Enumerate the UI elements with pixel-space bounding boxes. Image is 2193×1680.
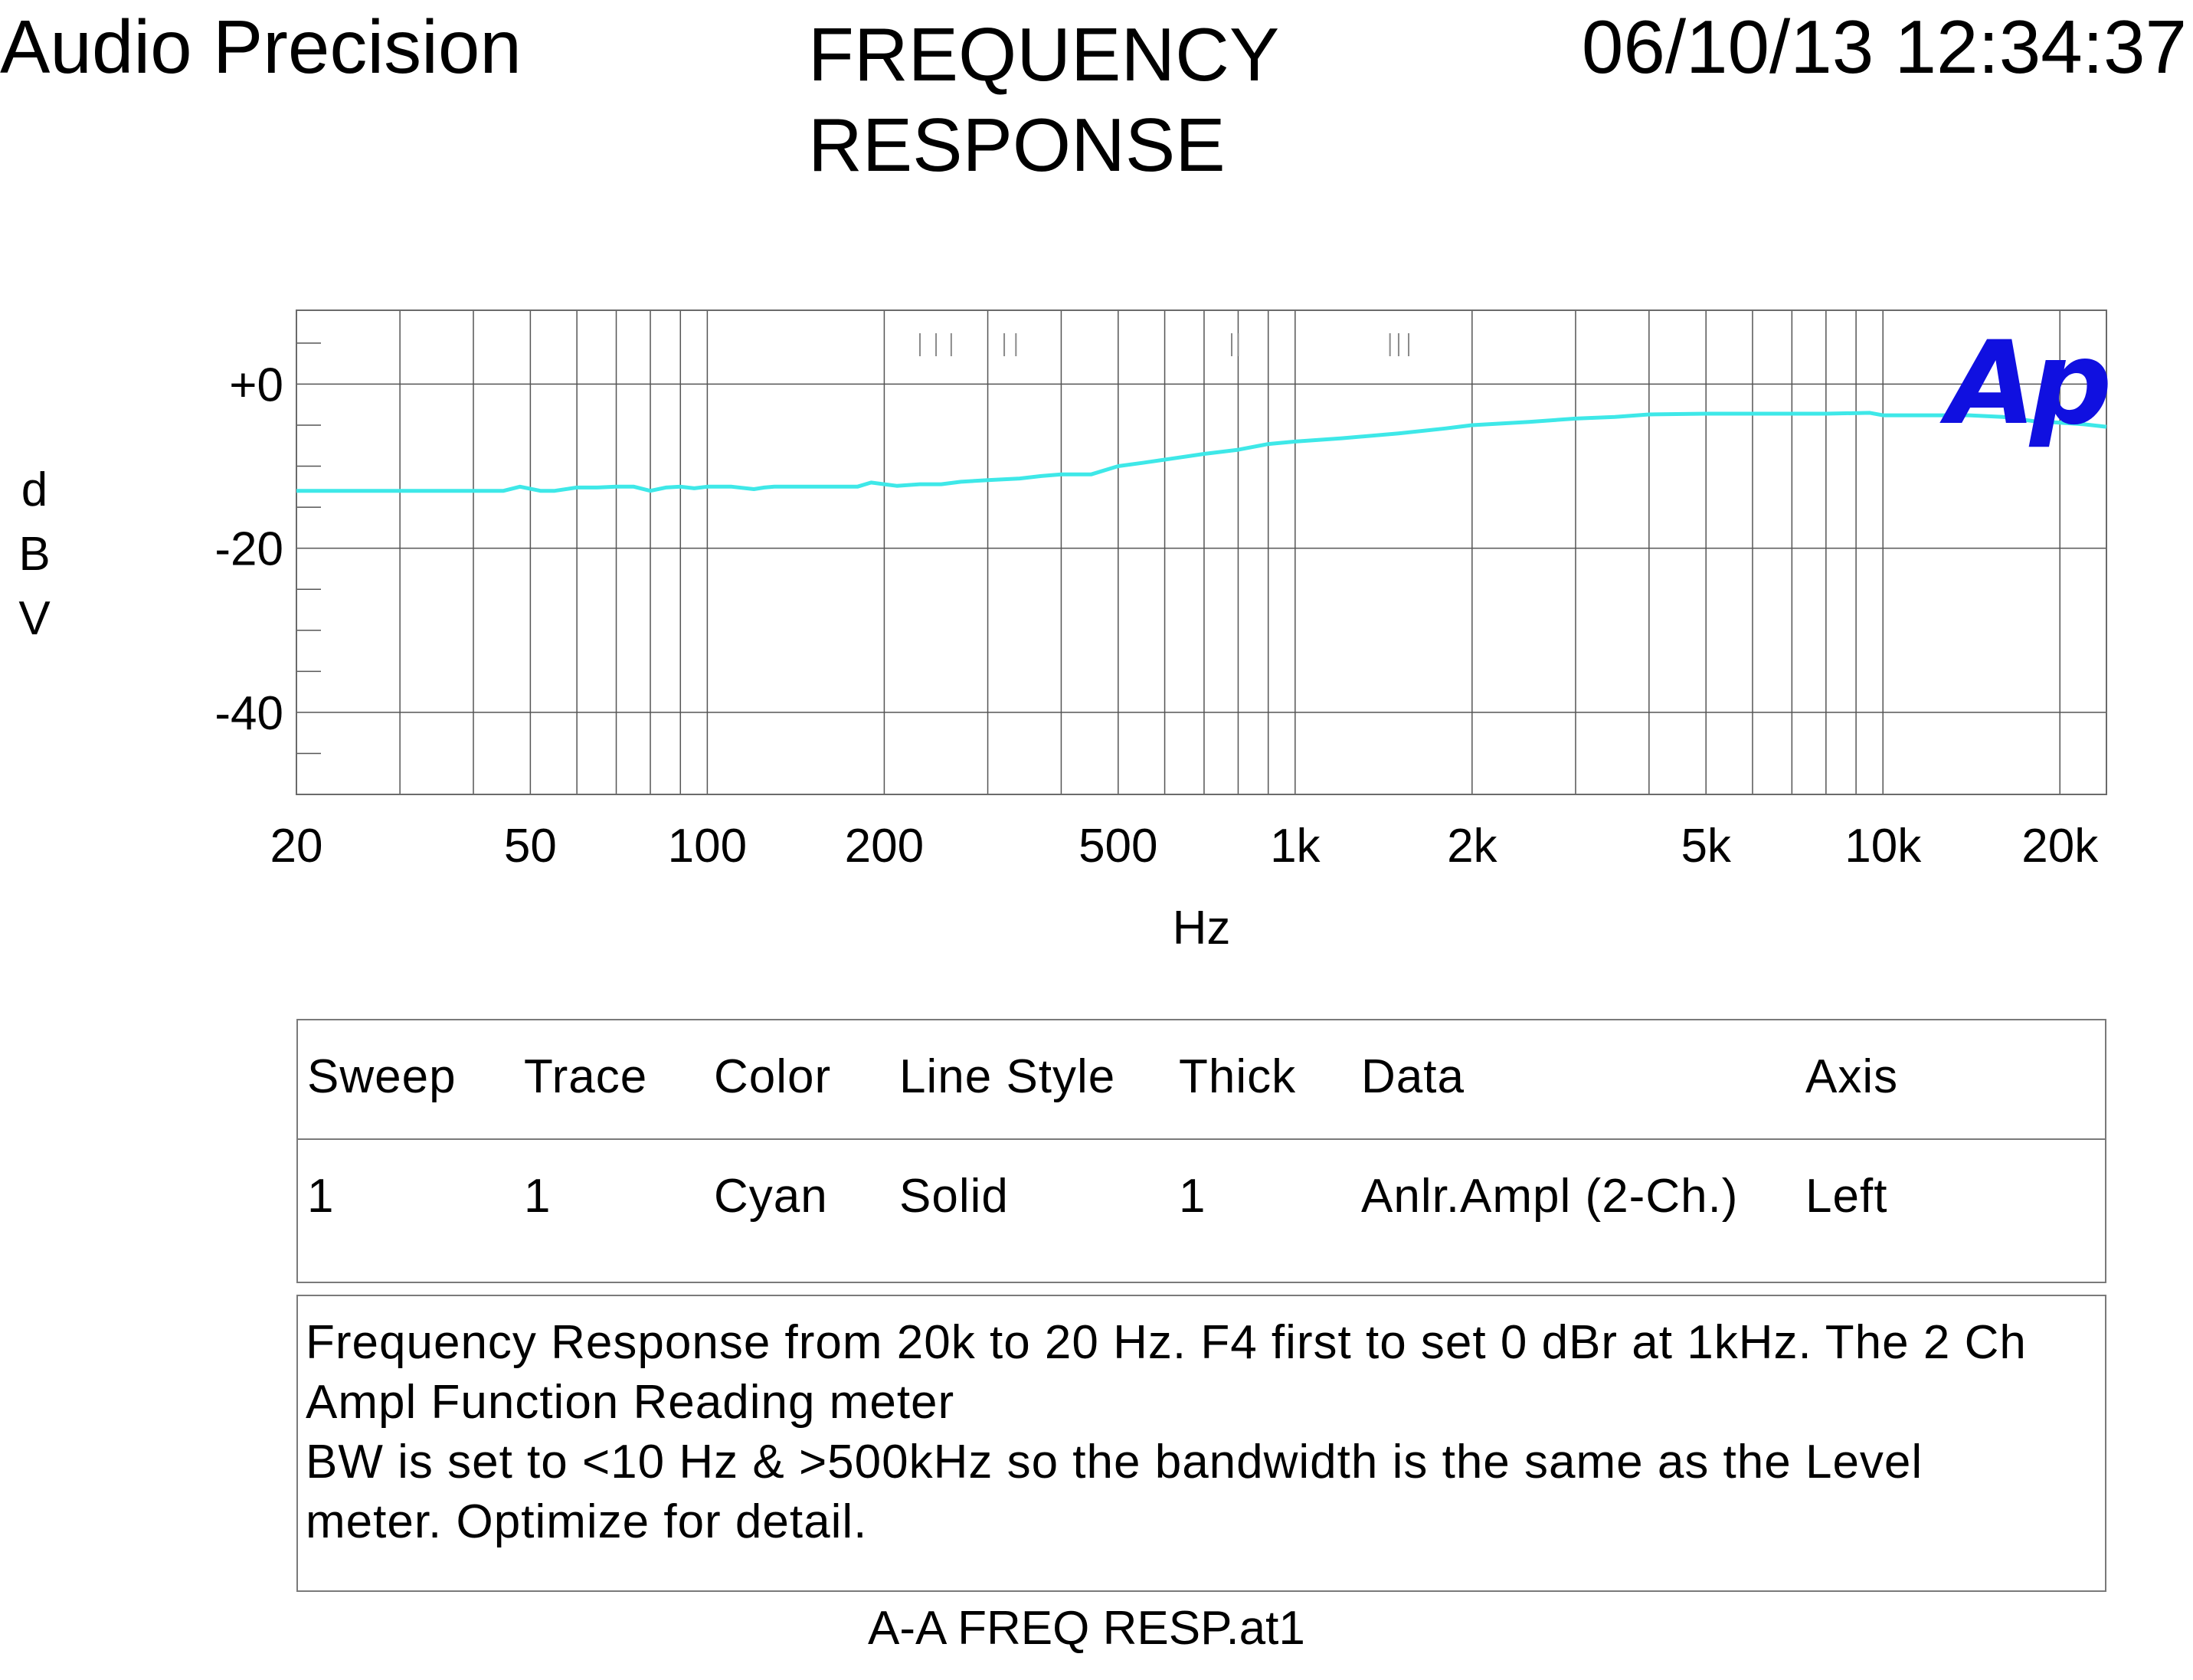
ap-logo: Ap [1939, 317, 2114, 450]
header-axis: Axis [1805, 1050, 1899, 1103]
x-tick-label: 20 [270, 820, 323, 873]
note-line-2: Ampl Function Reading meter [306, 1376, 955, 1429]
datetime-stamp: 06/10/13 12:34:37 [1581, 5, 2187, 89]
chart-title-line-1: FREQUENCY [808, 12, 1280, 97]
y-tick-label: +0 [229, 359, 283, 411]
x-tick-label: 100 [668, 820, 747, 873]
minor-tick-marks [296, 342, 321, 755]
header-thick: Thick [1179, 1050, 1297, 1103]
table-row: 1 1 Cyan Solid 1 Anlr.Ampl (2-Ch.) Left [298, 1140, 2105, 1258]
notes-box: Frequency Response from 20k to 20 Hz. F4… [296, 1295, 2106, 1592]
chart-title: FREQUENCY RESPONSE [808, 9, 1279, 190]
table-header-row: Sweep Trace Color Line Style Thick Data … [298, 1020, 2105, 1140]
x-tick-label: 5k [1681, 820, 1731, 873]
y-axis-title-char: V [18, 592, 51, 645]
cell-axis: Left [1805, 1170, 1888, 1223]
header-data: Data [1361, 1050, 1465, 1103]
x-tick-labels: 20 50 100 200 500 1k 2k 5k 10k 20k [270, 820, 2100, 873]
x-axis-title: Hz [1173, 902, 1231, 955]
cell-data: Anlr.Ampl (2-Ch.) [1361, 1170, 1739, 1223]
ap-logo-text: Ap [1939, 317, 2108, 450]
header-line-style: Line Style [899, 1050, 1116, 1103]
header-color: Color [714, 1050, 832, 1103]
note-line-1: Frequency Response from 20k to 20 Hz. F4… [306, 1316, 2027, 1369]
y-tick-label: -20 [214, 523, 283, 576]
x-tick-label: 50 [504, 820, 557, 873]
x-tick-label: 500 [1078, 820, 1157, 873]
cell-thick: 1 [1179, 1170, 1206, 1223]
y-tick-labels: +0 -20 -40 [214, 359, 283, 739]
series-layer [296, 411, 2107, 493]
file-name: A-A FREQ RESP.at1 [868, 1602, 1305, 1655]
series-line [296, 411, 2107, 493]
y-axis-title-char: d [21, 463, 47, 516]
grid-layer [296, 310, 2106, 794]
trace-legend-table: Sweep Trace Color Line Style Thick Data … [296, 1019, 2106, 1283]
chart-title-line-2: RESPONSE [808, 103, 1226, 187]
cell-color: Cyan [714, 1170, 828, 1223]
note-line-3: BW is set to <10 Hz & >500kHz so the ban… [306, 1436, 1923, 1488]
y-tick-label: -40 [214, 687, 283, 740]
x-tick-label: 20k [2021, 820, 2099, 873]
note-line-4: meter. Optimize for detail. [306, 1495, 868, 1548]
cell-sweep: 1 [307, 1170, 335, 1223]
cell-line-style: Solid [899, 1170, 1009, 1223]
x-tick-label: 2k [1447, 820, 1497, 873]
y-axis-title-char: B [18, 528, 50, 581]
plot-frame [296, 309, 2107, 795]
brand-label: Audio Precision [0, 5, 522, 89]
x-tick-label: 1k [1270, 820, 1321, 873]
sweep-markers [918, 333, 1410, 356]
x-tick-label: 200 [845, 820, 924, 873]
x-tick-label: 10k [1844, 820, 1922, 873]
header-trace: Trace [524, 1050, 648, 1103]
header-sweep: Sweep [307, 1050, 457, 1103]
cell-trace: 1 [524, 1170, 552, 1223]
